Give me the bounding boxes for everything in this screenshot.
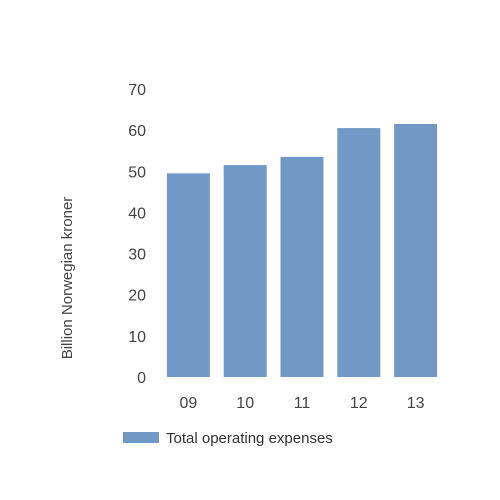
bar <box>337 128 381 377</box>
bars <box>166 123 438 377</box>
x-tick-label: 12 <box>350 395 368 412</box>
y-tick-label: 30 <box>128 247 146 264</box>
x-axis-ticks: 09 10 11 12 13 <box>180 395 425 412</box>
y-tick-label: 50 <box>128 164 146 181</box>
y-tick-label: 0 <box>137 370 146 387</box>
legend-swatch <box>123 432 159 443</box>
y-axis-ticks: 0 10 20 30 40 50 60 70 <box>128 82 146 387</box>
legend: Total operating expenses <box>123 430 333 447</box>
y-tick-label: 60 <box>128 123 146 140</box>
y-tick-label: 70 <box>128 82 146 99</box>
y-tick-label: 10 <box>128 329 146 346</box>
y-axis-title: Billion Norwegian kroner <box>59 197 76 360</box>
x-tick-label: 10 <box>236 395 254 412</box>
x-tick-label: 13 <box>407 395 425 412</box>
x-tick-label: 11 <box>294 395 311 412</box>
y-tick-label: 20 <box>128 288 146 305</box>
bar <box>223 165 267 377</box>
x-tick-label: 09 <box>180 395 198 412</box>
legend-label: Total operating expenses <box>166 430 333 447</box>
bar <box>280 156 324 377</box>
bar <box>166 173 210 377</box>
bar <box>394 123 438 377</box>
y-tick-label: 40 <box>128 205 146 222</box>
